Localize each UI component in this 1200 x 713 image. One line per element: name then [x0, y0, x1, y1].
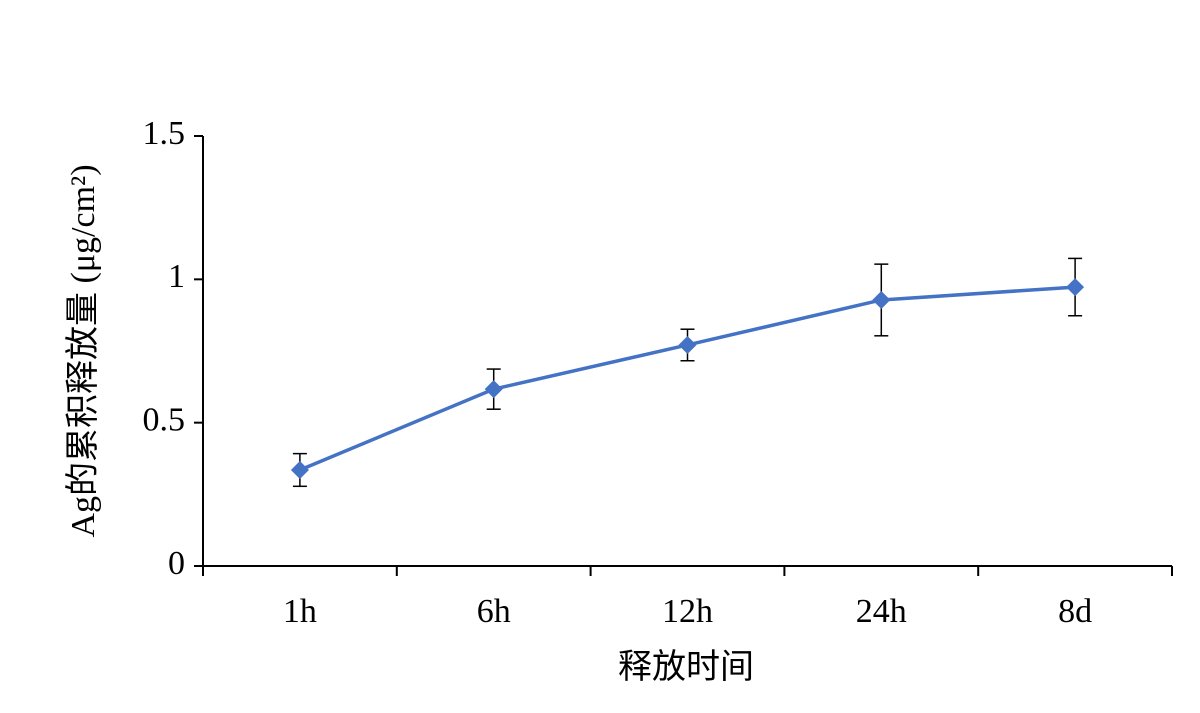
marker	[290, 460, 309, 479]
x-tick-label: 6h	[477, 593, 511, 630]
y-tick-label: 1.5	[143, 115, 186, 152]
x-tick-label: 12h	[662, 593, 713, 630]
x-tick-label: 1h	[283, 593, 317, 630]
x-tick-label: 8d	[1058, 593, 1092, 630]
x-axis-title: 释放时间	[618, 648, 754, 686]
y-axis-title: Ag的累积释放量 (μg/cm²)	[64, 164, 102, 537]
marker	[484, 380, 503, 399]
marker	[872, 290, 891, 309]
x-tick-label: 24h	[856, 593, 907, 630]
marker	[678, 335, 697, 354]
marker	[1066, 278, 1085, 297]
y-tick-label: 0.5	[143, 401, 186, 438]
y-tick-label: 1	[168, 258, 185, 295]
line	[299, 285, 1076, 472]
y-tick-label: 0	[168, 545, 185, 582]
